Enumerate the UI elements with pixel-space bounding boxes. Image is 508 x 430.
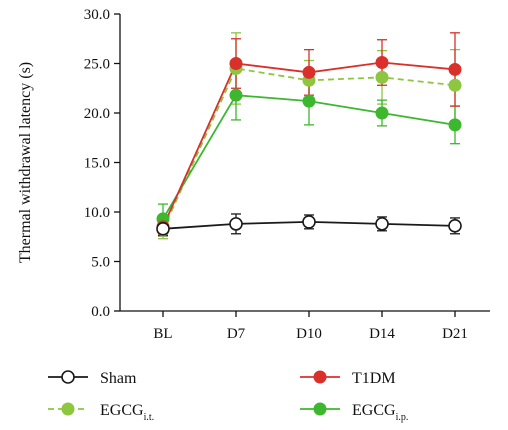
data-point (448, 78, 462, 92)
legend-label-main: T1DM (352, 370, 396, 387)
legend-label-main: EGCG (352, 402, 396, 419)
data-point (302, 215, 316, 229)
data-point (375, 217, 389, 231)
legend-item: EGCGi.t. (48, 402, 154, 423)
data-point (448, 118, 462, 132)
legend-label-subscript: i.p. (396, 412, 409, 423)
legend-label-subscript: i.t. (144, 412, 155, 423)
y-tick-label: 10.0 (84, 205, 110, 221)
series-markers (156, 56, 462, 237)
y-tick-label: 20.0 (84, 106, 110, 122)
legend-label: T1DM (352, 370, 396, 387)
legend-item: T1DM (300, 370, 396, 387)
legend-item: Sham (48, 370, 137, 387)
data-point (156, 222, 170, 236)
y-tick-label: 0.0 (91, 304, 110, 320)
data-point (375, 70, 389, 84)
y-axis-title: Thermal withdrawal latency (s) (17, 62, 34, 263)
legend-label-main: Sham (100, 370, 137, 387)
y-tick-label: 15.0 (84, 156, 110, 172)
y-tick-label: 5.0 (91, 255, 110, 271)
legend-label-main: EGCG (100, 402, 144, 419)
data-point (302, 65, 316, 79)
x-tick-label: D10 (296, 326, 322, 342)
data-point (302, 94, 316, 108)
legend-item: EGCGi.p. (300, 402, 408, 423)
chart-axes: 0.0 5.0 10.0 15.0 20.0 25.0 30.0 BL D7 D10 D14 D21 (84, 7, 490, 342)
legend-marker-swatch (313, 370, 327, 384)
x-tick-label: BL (153, 326, 172, 342)
legend-label: EGCGi.p. (352, 402, 408, 423)
y-tick-label: 30.0 (84, 7, 110, 23)
legend-marker-swatch (61, 402, 75, 416)
x-tick-label: D14 (369, 326, 395, 342)
legend-label: Sham (100, 370, 137, 387)
x-tick-label: D7 (227, 326, 246, 342)
legend-label: EGCGi.t. (100, 402, 154, 423)
data-point (448, 219, 462, 233)
data-point (375, 106, 389, 120)
data-point (229, 57, 243, 70)
legend-marker-swatch (313, 402, 327, 416)
data-point (448, 62, 462, 76)
data-point (229, 217, 243, 231)
data-point (375, 56, 389, 70)
y-tick-label: 25.0 (84, 57, 110, 73)
data-point (229, 88, 243, 102)
x-tick-label: D21 (442, 326, 468, 342)
legend-marker-swatch (61, 370, 75, 384)
